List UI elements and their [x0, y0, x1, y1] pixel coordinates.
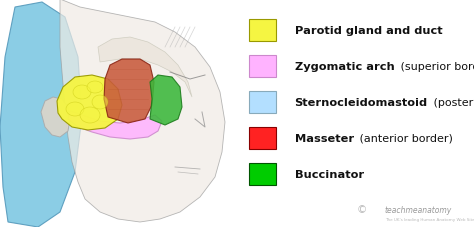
Text: teachmeanatomy: teachmeanatomy: [385, 205, 452, 214]
Text: (anterior border): (anterior border): [356, 133, 453, 143]
FancyBboxPatch shape: [249, 92, 276, 113]
Text: Buccinator: Buccinator: [294, 169, 364, 179]
Polygon shape: [0, 3, 82, 227]
Text: (posterior border): (posterior border): [430, 97, 474, 107]
Polygon shape: [104, 60, 154, 123]
FancyBboxPatch shape: [249, 163, 276, 185]
Ellipse shape: [66, 103, 84, 116]
Polygon shape: [68, 111, 162, 139]
Text: Sternocleidomastoid: Sternocleidomastoid: [294, 97, 428, 107]
Text: Parotid gland and duct: Parotid gland and duct: [294, 26, 442, 36]
Ellipse shape: [92, 96, 108, 109]
FancyBboxPatch shape: [249, 127, 276, 149]
Polygon shape: [57, 76, 122, 131]
Text: (superior border): (superior border): [397, 62, 474, 72]
Text: The UK's leading Human Anatomy Web Site for the Web: The UK's leading Human Anatomy Web Site …: [385, 217, 474, 221]
Text: ©: ©: [356, 204, 366, 214]
FancyBboxPatch shape: [249, 20, 276, 41]
Polygon shape: [41, 98, 70, 137]
FancyBboxPatch shape: [249, 56, 276, 77]
Polygon shape: [98, 38, 192, 98]
Text: Zygomatic arch: Zygomatic arch: [294, 62, 394, 72]
Polygon shape: [150, 76, 182, 126]
Text: Masseter: Masseter: [294, 133, 354, 143]
Ellipse shape: [87, 82, 103, 94]
Ellipse shape: [73, 86, 91, 100]
Polygon shape: [60, 0, 225, 222]
Ellipse shape: [80, 108, 100, 123]
